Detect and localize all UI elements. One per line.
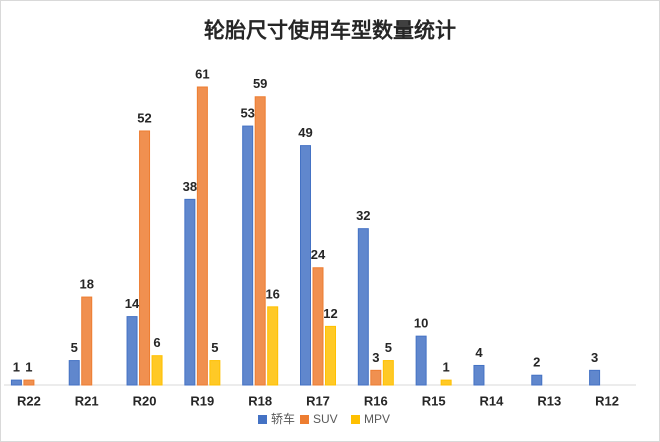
value-label: 5 xyxy=(71,340,78,355)
value-label: 3 xyxy=(591,350,598,365)
value-label: 1 xyxy=(443,360,450,375)
bar xyxy=(151,355,163,386)
bar xyxy=(267,306,279,386)
value-label: 14 xyxy=(125,296,140,311)
bar xyxy=(242,125,254,386)
x-tick-label: R18 xyxy=(248,393,272,408)
value-label: 1 xyxy=(25,360,32,375)
x-tick-label: R17 xyxy=(306,393,330,408)
bar xyxy=(23,379,35,386)
value-label: 18 xyxy=(79,277,93,292)
x-tick-label: R22 xyxy=(17,393,41,408)
value-label: 5 xyxy=(211,340,218,355)
x-tick-label: R20 xyxy=(133,393,157,408)
bar xyxy=(370,369,382,386)
bar xyxy=(473,364,485,386)
value-label: 16 xyxy=(265,286,279,301)
value-label: 32 xyxy=(356,208,370,223)
bar xyxy=(68,360,80,386)
bar xyxy=(357,228,369,386)
value-label: 2 xyxy=(533,355,540,370)
bar xyxy=(300,145,311,386)
legend-label: MPV xyxy=(364,412,390,426)
bar xyxy=(10,379,22,386)
value-label: 12 xyxy=(323,306,337,321)
value-label: 1 xyxy=(13,360,20,375)
legend-label: 轿车 xyxy=(271,411,295,426)
value-label: 52 xyxy=(137,110,151,125)
x-tick-label: R12 xyxy=(595,393,619,408)
bar xyxy=(81,296,93,386)
value-label: 59 xyxy=(253,76,267,91)
value-label: 6 xyxy=(153,335,160,350)
legend-swatch xyxy=(351,415,360,424)
x-tick-label: R13 xyxy=(537,393,561,408)
value-label: 61 xyxy=(195,66,209,81)
x-tick-label: R14 xyxy=(480,393,505,408)
bar xyxy=(196,86,208,386)
bar xyxy=(126,316,138,386)
bar xyxy=(139,130,151,386)
bar xyxy=(312,267,324,386)
value-label: 10 xyxy=(414,316,428,331)
bar xyxy=(209,360,221,386)
value-label: 49 xyxy=(298,125,312,140)
value-label: 38 xyxy=(183,179,197,194)
value-label: 53 xyxy=(240,106,254,121)
value-label: 24 xyxy=(311,247,326,262)
legend-swatch xyxy=(258,415,267,424)
bar xyxy=(184,198,196,386)
bar xyxy=(254,96,266,386)
chart-title: 轮胎尺寸使用车型数量统计 xyxy=(204,19,456,43)
value-label: 5 xyxy=(385,340,392,355)
bar xyxy=(440,379,452,386)
value-label: 4 xyxy=(475,345,483,360)
bar xyxy=(415,335,427,386)
bar xyxy=(531,374,543,386)
bar xyxy=(589,369,601,386)
bar xyxy=(325,325,336,386)
x-tick-label: R21 xyxy=(75,393,99,408)
x-tick-label: R15 xyxy=(422,393,446,408)
x-tick-label: R16 xyxy=(364,393,388,408)
x-tick-label: R19 xyxy=(190,393,214,408)
legend-swatch xyxy=(300,415,309,424)
bar xyxy=(382,360,394,386)
value-label: 3 xyxy=(372,350,379,365)
legend-label: SUV xyxy=(313,412,338,426)
